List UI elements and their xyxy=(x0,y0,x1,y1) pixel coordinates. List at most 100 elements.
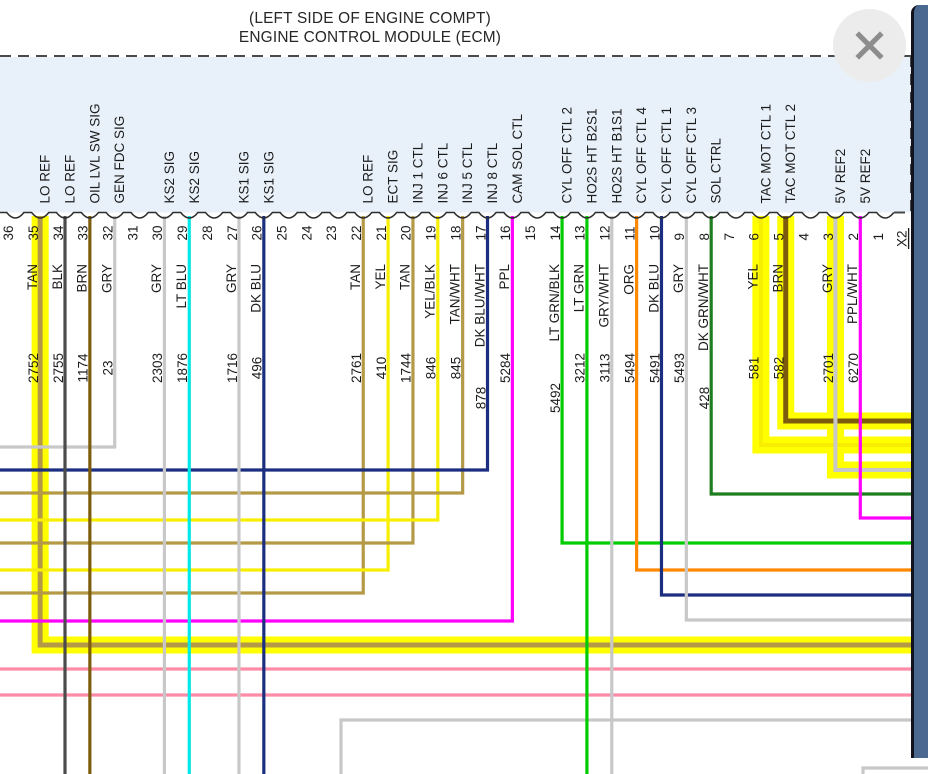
pin-number-22: 22 xyxy=(349,225,364,240)
wire-pin-10-circuit-5491 xyxy=(659,216,928,597)
wire-color-label-pin-9: GRY xyxy=(671,264,686,293)
pin-number-34: 34 xyxy=(51,225,66,241)
circuit-number-pin-11: 5494 xyxy=(622,352,637,383)
pin-number-3: 3 xyxy=(821,233,836,241)
signal-label-pin-19: INJ 6 CTL xyxy=(435,142,450,203)
circuit-number-pin-6: 581 xyxy=(747,357,762,380)
pin-number-15: 15 xyxy=(523,225,538,240)
pin-number-4: 4 xyxy=(796,233,811,241)
circuit-number-pin-19: 846 xyxy=(424,357,439,380)
wire-color-label-pin-27: GRY xyxy=(224,264,239,293)
pin-number-2: 2 xyxy=(846,233,861,241)
pin-number-28: 28 xyxy=(200,225,215,240)
signal-label-pin-8: SOL CTRL xyxy=(709,137,724,203)
pin-number-9: 9 xyxy=(672,233,687,241)
wire-color-label-pin-26: DK BLU xyxy=(249,264,264,313)
circuit-number-pin-33: 1174 xyxy=(76,353,91,383)
circuit-number-pin-17: 878 xyxy=(473,387,488,410)
pin-number-31: 31 xyxy=(125,225,140,240)
circuit-number-pin-20: 1744 xyxy=(399,352,414,383)
wire-color-label-pin-8: DK GRN/WHT xyxy=(696,264,711,351)
wire-color-label-pin-20: TAN xyxy=(398,264,413,290)
wire-pin-32-circuit-23 xyxy=(0,216,117,449)
pin-number-26: 26 xyxy=(250,225,265,240)
wire-pin-9-circuit-5493 xyxy=(684,216,928,622)
wire-pin-8-circuit-428 xyxy=(709,216,928,496)
pin-number-12: 12 xyxy=(598,225,613,240)
pin-number-11: 11 xyxy=(622,226,637,240)
signal-label-pin-3: 5V REF2 xyxy=(833,149,848,204)
signal-label-pin-16: CAM SOL CTL xyxy=(510,113,525,203)
wire-pin-17-circuit-878 xyxy=(0,216,490,472)
circuit-number-pin-14: 5492 xyxy=(548,383,563,413)
wire-pin-3-circuit-2701 xyxy=(833,216,928,472)
close-button[interactable] xyxy=(833,9,906,82)
pin-number-20: 20 xyxy=(399,225,414,240)
circuit-number-pin-32: 23 xyxy=(101,360,116,375)
wire-color-label-pin-16: PPL xyxy=(497,264,512,290)
wire-pin-2-circuit-6270 xyxy=(858,216,928,520)
wire-pin-11-circuit-5494 xyxy=(635,216,928,572)
signal-label-pin-34: LO REF xyxy=(63,155,78,204)
pin-number-25: 25 xyxy=(274,225,289,240)
pin-number-8: 8 xyxy=(697,233,712,241)
wire-color-label-pin-34: BLK xyxy=(50,264,65,290)
pin-number-18: 18 xyxy=(448,225,463,240)
pin-number-21: 21 xyxy=(374,225,389,240)
signal-label-pin-27: KS1 SIG xyxy=(236,151,251,204)
circuit-number-pin-26: 496 xyxy=(250,357,265,380)
wire-color-label-pin-6: YEL xyxy=(746,264,761,290)
wire-color-label-pin-3: GRY xyxy=(820,264,835,293)
signal-label-pin-9: CYL OFF CTL 3 xyxy=(684,107,699,204)
wire-color-label-pin-17: DK BLU/WHT xyxy=(472,264,487,347)
pin-number-1: 1 xyxy=(871,233,886,241)
window-right-border xyxy=(911,5,928,758)
signal-label-pin-11: CYL OFF CTL 4 xyxy=(634,106,649,203)
circuit-number-pin-18: 845 xyxy=(448,357,463,380)
circuit-number-pin-3: 2701 xyxy=(821,353,836,383)
wire-color-label-pin-14: LT GRN/BLK xyxy=(547,264,562,342)
title-module-line: ENGINE CONTROL MODULE (ECM) xyxy=(238,28,502,46)
signal-label-pin-10: CYL OFF CTL 1 xyxy=(659,107,674,204)
circuit-number-pin-12: 3113 xyxy=(598,353,613,382)
signal-label-pin-18: INJ 5 CTL xyxy=(460,142,475,203)
signal-label-pin-30: KS2 SIG xyxy=(162,151,177,204)
connector-designator: X2 xyxy=(895,230,910,247)
pin-number-24: 24 xyxy=(299,225,314,241)
signal-label-pin-5: TAC MOT CTL 2 xyxy=(783,104,798,204)
circuit-number-pin-35: 2752 xyxy=(26,353,41,383)
pin-number-23: 23 xyxy=(324,225,339,240)
wire-color-label-pin-35: TAN xyxy=(25,264,40,290)
pin-number-16: 16 xyxy=(498,225,513,240)
wire-color-label-pin-30: GRY xyxy=(149,264,164,293)
signal-label-pin-2: 5V REF2 xyxy=(858,149,873,204)
circuit-number-pin-30: 2303 xyxy=(150,353,165,383)
circuit-number-pin-2: 6270 xyxy=(846,353,861,383)
signal-label-pin-20: INJ 1 CTL xyxy=(410,142,425,203)
circuit-number-pin-29: 1876 xyxy=(175,353,190,383)
pin-number-5: 5 xyxy=(772,233,787,241)
wire-pin-14-circuit-5492 xyxy=(560,216,928,545)
wire-color-label-pin-33: BRN xyxy=(75,264,90,293)
wire-color-label-pin-19: YEL/BLK xyxy=(423,264,438,319)
signal-label-pin-26: KS1 SIG xyxy=(261,151,276,204)
signal-label-pin-32: GEN FDC SIG xyxy=(112,116,127,204)
pin-number-36: 36 xyxy=(1,225,16,240)
circuit-number-pin-16: 5284 xyxy=(498,352,513,383)
pin-number-6: 6 xyxy=(747,233,762,241)
pin-number-27: 27 xyxy=(225,225,240,240)
circuit-number-pin-27: 1716 xyxy=(225,353,240,383)
signal-label-pin-21: ECT SIG xyxy=(386,150,401,204)
pin-number-17: 17 xyxy=(473,225,488,240)
wire-pin-35-circuit-2752 xyxy=(37,216,928,648)
wire-color-label-pin-29: LT BLU xyxy=(174,264,189,309)
circuit-number-pin-22: 2761 xyxy=(349,353,364,383)
circuit-number-pin-13: 3212 xyxy=(573,353,588,383)
diagram-title: (LEFT SIDE OF ENGINE COMPT) ENGINE CONTR… xyxy=(0,10,740,47)
pin-number-29: 29 xyxy=(175,225,190,240)
signal-label-pin-29: KS2 SIG xyxy=(187,151,202,204)
signal-label-pin-33: OIL LVL SW SIG xyxy=(87,103,102,203)
wire-pin-6-circuit-581 xyxy=(758,216,928,447)
signal-label-pin-35: LO REF xyxy=(38,155,53,204)
